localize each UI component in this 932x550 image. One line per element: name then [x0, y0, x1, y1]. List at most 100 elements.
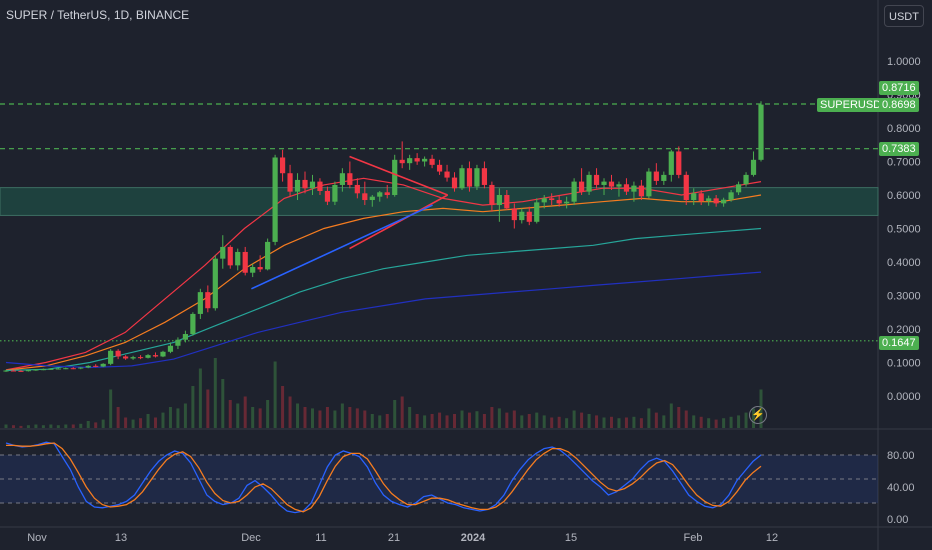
- volume-bar: [124, 417, 128, 428]
- volume-bar: [168, 407, 172, 428]
- volume-bar: [363, 410, 367, 428]
- volume-bar: [378, 415, 382, 428]
- volume-bar: [624, 417, 628, 428]
- time-tick-label: Dec: [241, 532, 261, 544]
- volume-bar: [213, 358, 217, 428]
- volume-bar: [587, 414, 591, 428]
- volume-bar: [602, 417, 606, 428]
- volume-bar: [692, 415, 696, 428]
- candle-body: [137, 357, 144, 359]
- candle-body: [250, 267, 256, 273]
- price-tick-label: 0.7000: [887, 157, 921, 169]
- candle-body: [661, 174, 667, 181]
- volume-bar: [221, 379, 225, 428]
- lightning-icon[interactable]: ⚡: [749, 406, 767, 424]
- volume-bar: [453, 414, 457, 428]
- volume-bar: [744, 412, 748, 428]
- candle-body: [713, 198, 719, 204]
- trend-line: [251, 204, 433, 290]
- candle-body: [511, 208, 517, 221]
- volume-bar: [617, 418, 621, 428]
- volume-bar: [505, 412, 509, 428]
- candle-body: [339, 173, 345, 185]
- candle-body: [40, 369, 46, 371]
- volume-bar: [116, 407, 120, 428]
- time-tick-label: 11: [315, 532, 326, 544]
- volume-bar: [722, 418, 726, 428]
- volume-bar: [109, 389, 113, 428]
- candle-body: [646, 171, 652, 197]
- volume-bar: [19, 425, 23, 428]
- currency-button[interactable]: USDT: [884, 5, 924, 27]
- symbol-label-tag: SUPERUSDT: [817, 98, 891, 112]
- volume-bar: [542, 415, 546, 428]
- candle-body: [78, 367, 84, 369]
- volume-bar: [303, 407, 307, 428]
- candle-body: [564, 201, 570, 204]
- volume-bar: [714, 419, 718, 428]
- candle-body: [623, 184, 630, 192]
- volume-bar: [430, 414, 434, 428]
- volume-bar: [497, 408, 501, 428]
- volume-bar: [423, 415, 427, 428]
- candle-body: [302, 179, 308, 189]
- volume-bar: [580, 412, 584, 428]
- volume-bar: [288, 396, 292, 428]
- candle-body: [631, 185, 637, 192]
- volume-bar: [273, 361, 277, 428]
- candle-body: [287, 173, 293, 192]
- price-tick-label: 0.8000: [887, 123, 921, 135]
- candle-body: [549, 198, 555, 201]
- price-tick-label: 0.6000: [887, 190, 921, 202]
- volume-bar: [139, 418, 143, 428]
- moving-average-line: [5, 194, 762, 371]
- volume-bar: [49, 424, 53, 428]
- candle-body: [676, 151, 682, 175]
- trend-line: [349, 155, 448, 196]
- volume-bar: [415, 414, 419, 428]
- volume-bar: [654, 412, 658, 428]
- candle-body: [474, 168, 480, 187]
- volume-bar: [79, 423, 83, 428]
- candle-body: [167, 345, 174, 352]
- candle-body: [496, 195, 502, 206]
- volume-bar: [490, 407, 494, 428]
- candle-body: [190, 313, 196, 335]
- candle-body: [504, 195, 510, 209]
- volume-bar: [206, 389, 210, 428]
- volume-bar: [595, 415, 599, 428]
- volume-bar: [669, 403, 673, 428]
- price-tick-label: 0.3000: [887, 291, 921, 303]
- candle-body: [653, 171, 659, 181]
- volume-bar: [296, 403, 300, 428]
- candle-body: [70, 368, 76, 370]
- candle-body: [541, 198, 547, 203]
- volume-bar: [445, 415, 449, 428]
- volume-bar: [56, 425, 60, 428]
- candle-body: [721, 199, 727, 204]
- candle-body: [616, 184, 622, 187]
- time-tick-label: 13: [115, 532, 127, 544]
- volume-bar: [228, 400, 232, 428]
- candle-body: [377, 192, 383, 197]
- volume-bar: [266, 400, 270, 428]
- price-tick-label: 1.0000: [887, 56, 921, 68]
- volume-bar: [355, 408, 359, 428]
- candle-body: [578, 181, 585, 192]
- volume-bar: [318, 410, 322, 428]
- candle-body: [698, 193, 704, 202]
- candle-body: [362, 193, 368, 201]
- volume-bar: [41, 425, 45, 428]
- volume-bar: [26, 425, 30, 428]
- candle-body: [272, 157, 278, 242]
- candle-body: [197, 292, 203, 314]
- candle-body: [691, 193, 697, 201]
- trend-line: [349, 194, 449, 250]
- candle-body: [728, 192, 734, 200]
- candle-body: [332, 184, 338, 202]
- candle-body: [593, 174, 600, 185]
- volume-bar: [684, 410, 688, 428]
- stoch-tick-label: 40.00: [887, 482, 915, 494]
- candle-body: [108, 350, 114, 364]
- time-tick-label: 15: [565, 532, 577, 544]
